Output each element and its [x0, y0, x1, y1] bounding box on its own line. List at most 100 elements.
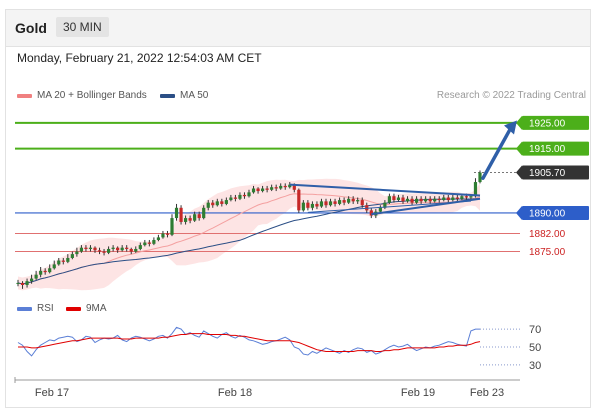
- candle-body: [473, 182, 478, 197]
- candle-body: [106, 248, 111, 253]
- chart-datetime: Monday, February 21, 2022 12:54:03 AM CE…: [17, 51, 262, 65]
- pattern-upper-line: [289, 183, 481, 197]
- candle-body: [88, 247, 93, 249]
- instrument-title: Gold: [15, 20, 47, 36]
- candle-body: [20, 282, 25, 285]
- candle-body: [79, 247, 84, 252]
- candle-body: [437, 198, 441, 201]
- level-label-1: 1915.00: [529, 144, 566, 155]
- legend-rsi: RSI: [17, 303, 54, 314]
- forecast-arrow-head: [504, 120, 517, 135]
- legend-ma50-swatch: [160, 93, 175, 98]
- candle-body: [270, 187, 274, 190]
- candle-body: [170, 218, 174, 235]
- candle-body: [224, 200, 228, 204]
- candle-body: [156, 237, 161, 240]
- candle-body: [342, 200, 346, 203]
- candle-body: [188, 218, 192, 221]
- chart-header: Gold 30 MIN: [6, 10, 590, 47]
- level-label-4: 1882.00: [529, 229, 566, 240]
- candle-body: [247, 192, 251, 197]
- candle-body: [52, 264, 56, 269]
- x-tick-label-1: Feb 18: [218, 387, 252, 399]
- candle-body: [288, 184, 292, 188]
- candle-body: [351, 198, 355, 202]
- candle-body: [34, 274, 38, 279]
- candle-body: [134, 248, 138, 252]
- candle-body: [129, 248, 133, 252]
- candle-body: [387, 196, 392, 203]
- candle-body: [183, 218, 188, 222]
- candle-body: [29, 278, 34, 282]
- candle-body: [442, 197, 446, 201]
- candle-body: [347, 198, 351, 203]
- level-box-pointer-2: [516, 165, 522, 180]
- candle-body: [469, 196, 473, 198]
- legend-rsi-label: RSI: [37, 303, 54, 314]
- candle-body: [297, 189, 301, 211]
- rsi-tick-label-50: 50: [529, 342, 541, 354]
- candle-body: [369, 210, 373, 216]
- candle-body: [39, 270, 43, 275]
- candle-body: [410, 198, 414, 203]
- candle-body: [233, 197, 238, 199]
- candle-body: [274, 187, 278, 189]
- level-label-2: 1905.70: [529, 168, 566, 179]
- candle-body: [433, 198, 437, 202]
- candle-body: [48, 268, 52, 273]
- candle-body: [324, 201, 328, 206]
- candle-body: [365, 205, 369, 211]
- candle-body: [283, 185, 287, 188]
- level-box-1: [522, 141, 589, 156]
- candle-body: [97, 250, 102, 252]
- candle-body: [43, 270, 47, 273]
- candle-body: [75, 251, 79, 255]
- level-label-3: 1890.00: [529, 208, 566, 219]
- candle-body: [70, 254, 74, 258]
- legend-ma20-swatch: [17, 93, 32, 98]
- x-tick-label-3: Feb 23: [470, 387, 504, 399]
- candle-body: [392, 196, 396, 201]
- legend-ma20-label: MA 20 + Bollinger Bands: [37, 90, 147, 101]
- candle-body: [93, 247, 97, 251]
- candle-body: [292, 184, 296, 190]
- candle-body: [242, 194, 247, 197]
- rsi-tick-label-70: 70: [529, 324, 541, 336]
- candle-body: [111, 247, 115, 249]
- candle-body: [319, 201, 324, 207]
- candle-body: [279, 185, 283, 189]
- candle-body: [179, 207, 183, 222]
- candle-body: [378, 207, 382, 212]
- candle-body: [220, 201, 224, 204]
- candle-body: [328, 201, 333, 206]
- candle-body: [120, 247, 124, 251]
- candle-body: [301, 202, 305, 211]
- candle-body: [206, 202, 210, 208]
- candle-body: [165, 233, 170, 235]
- candle-body: [197, 214, 201, 219]
- copyright-text: Research © 2022 Trading Central: [436, 90, 586, 101]
- candle-body: [238, 194, 242, 199]
- candle-body: [460, 196, 464, 199]
- candle-body: [265, 188, 269, 190]
- level-label-5: 1875.00: [529, 247, 566, 258]
- candle-body: [229, 197, 233, 201]
- level-box-2: [522, 165, 589, 180]
- candle-body: [424, 198, 428, 202]
- candle-body: [396, 197, 401, 201]
- candle-body: [428, 198, 432, 202]
- candle-body: [306, 202, 310, 208]
- legend-9ma-label: 9MA: [86, 303, 107, 314]
- legend-ma50-label: MA 50: [180, 90, 209, 101]
- candle-body: [138, 245, 142, 249]
- legend-ma50: MA 50: [160, 90, 208, 101]
- legend-rsi-swatch: [17, 306, 32, 311]
- timeframe-badge[interactable]: 30 MIN: [56, 17, 109, 37]
- candle-body: [260, 188, 265, 192]
- candle-body: [174, 207, 179, 219]
- forecast-arrow-shaft: [481, 127, 512, 180]
- candle-body: [61, 260, 65, 262]
- legend-9ma-swatch: [66, 306, 81, 311]
- candle-body: [16, 282, 20, 284]
